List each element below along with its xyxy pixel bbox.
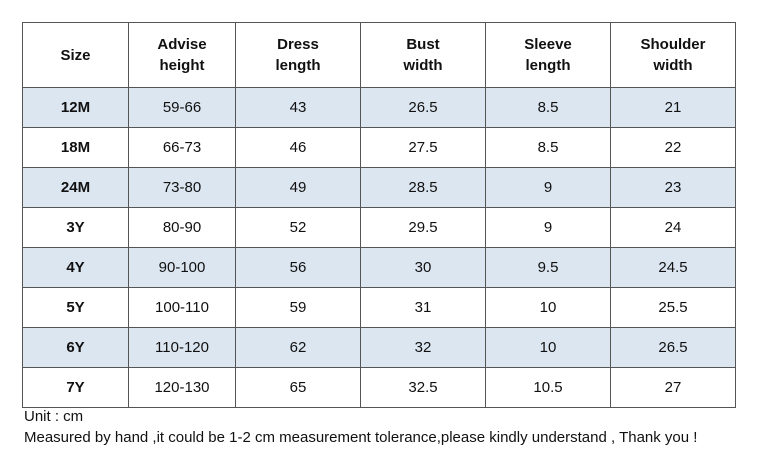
- table-cell: 62: [235, 327, 361, 368]
- table-cell: 59: [235, 287, 361, 328]
- size-cell: 18M: [22, 127, 129, 168]
- table-body: 12M 59-66 43 26.5 8.5 21 18M 66-73 46 27.5 8.5 22 24…: [22, 87, 736, 408]
- table-cell: 100-110: [128, 287, 236, 328]
- table-cell: 26.5: [360, 87, 486, 128]
- size-cell: 12M: [22, 87, 129, 128]
- size-cell: 5Y: [22, 287, 129, 328]
- table-cell: 23: [610, 167, 736, 208]
- table-cell: 22: [610, 127, 736, 168]
- size-cell: 3Y: [22, 207, 129, 248]
- size-cell: 6Y: [22, 327, 129, 368]
- table-cell: 10: [485, 327, 611, 368]
- table-cell: 24.5: [610, 247, 736, 288]
- table-cell: 10.5: [485, 367, 611, 408]
- table-cell: 56: [235, 247, 361, 288]
- table-cell: 65: [235, 367, 361, 408]
- table-cell: 120-130: [128, 367, 236, 408]
- unit-note: Unit : cm: [24, 408, 84, 425]
- table-cell: 8.5: [485, 87, 611, 128]
- table-cell: 73-80: [128, 167, 236, 208]
- table-row: 12M 59-66 43 26.5 8.5 21: [22, 87, 736, 128]
- header-cell: Bust width: [360, 22, 486, 88]
- table-cell: 29.5: [360, 207, 486, 248]
- table-row: 4Y 90-100 56 30 9.5 24.5: [22, 247, 736, 288]
- table-row: 3Y 80-90 52 29.5 9 24: [22, 207, 736, 248]
- table-cell: 21: [610, 87, 736, 128]
- table-cell: 31: [360, 287, 486, 328]
- table-row: 5Y 100-110 59 31 10 25.5: [22, 287, 736, 328]
- table-cell: 43: [235, 87, 361, 128]
- table-cell: 49: [235, 167, 361, 208]
- table-cell: 110-120: [128, 327, 236, 368]
- header-cell: Dress length: [235, 22, 361, 88]
- table-cell: 26.5: [610, 327, 736, 368]
- header-cell: Size: [22, 22, 129, 88]
- table-cell: 28.5: [360, 167, 486, 208]
- size-cell: 24M: [22, 167, 129, 208]
- table-cell: 90-100: [128, 247, 236, 288]
- table-cell: 32.5: [360, 367, 486, 408]
- size-cell: 4Y: [22, 247, 129, 288]
- header-cell: Shoulder width: [610, 22, 736, 88]
- table-cell: 9.5: [485, 247, 611, 288]
- table-cell: 46: [235, 127, 361, 168]
- header-cell: Sleeve length: [485, 22, 611, 88]
- table-cell: 10: [485, 287, 611, 328]
- table-cell: 32: [360, 327, 486, 368]
- table-cell: 24: [610, 207, 736, 248]
- table-row: 6Y 110-120 62 32 10 26.5: [22, 327, 736, 368]
- table-cell: 25.5: [610, 287, 736, 328]
- size-table: Size Advise height Dress length Bust width S…: [22, 22, 736, 408]
- table-cell: 80-90: [128, 207, 236, 248]
- table-cell: 9: [485, 207, 611, 248]
- table-row: 24M 73-80 49 28.5 9 23: [22, 167, 736, 208]
- size-cell: 7Y: [22, 367, 129, 408]
- table-cell: 52: [235, 207, 361, 248]
- table-cell: 27.5: [360, 127, 486, 168]
- table-cell: 8.5: [485, 127, 611, 168]
- header-cell: Advise height: [128, 22, 236, 88]
- table-cell: 9: [485, 167, 611, 208]
- table-cell: 30: [360, 247, 486, 288]
- table-row: 7Y 120-130 65 32.5 10.5 27: [22, 367, 736, 408]
- table-cell: 66-73: [128, 127, 236, 168]
- disclaimer-note: Measured by hand ,it could be 1-2 cm mea…: [24, 429, 698, 446]
- header-row: Size Advise height Dress length Bust width S…: [22, 22, 736, 88]
- table-cell: 27: [610, 367, 736, 408]
- table-row: 18M 66-73 46 27.5 8.5 22: [22, 127, 736, 168]
- table-cell: 59-66: [128, 87, 236, 128]
